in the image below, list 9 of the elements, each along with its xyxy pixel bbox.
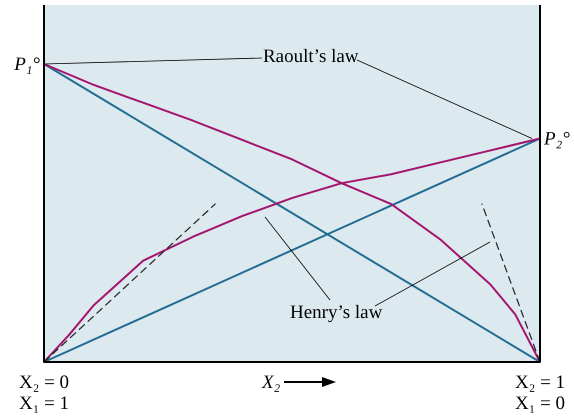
text: X₁ = 0 [514,393,566,414]
annotation: Henry’s law [290,302,383,323]
x-tick-label: X₂ = 0 [18,372,70,393]
annotation: Raoult’s law [263,46,359,67]
x-axis-title: X₂ [261,372,281,393]
annotation: P₁° [13,54,40,75]
x-tick-label: X₂ = 1 [514,372,566,393]
annotation: P₂° [543,128,570,150]
text: X₁ = 1 [18,393,70,414]
